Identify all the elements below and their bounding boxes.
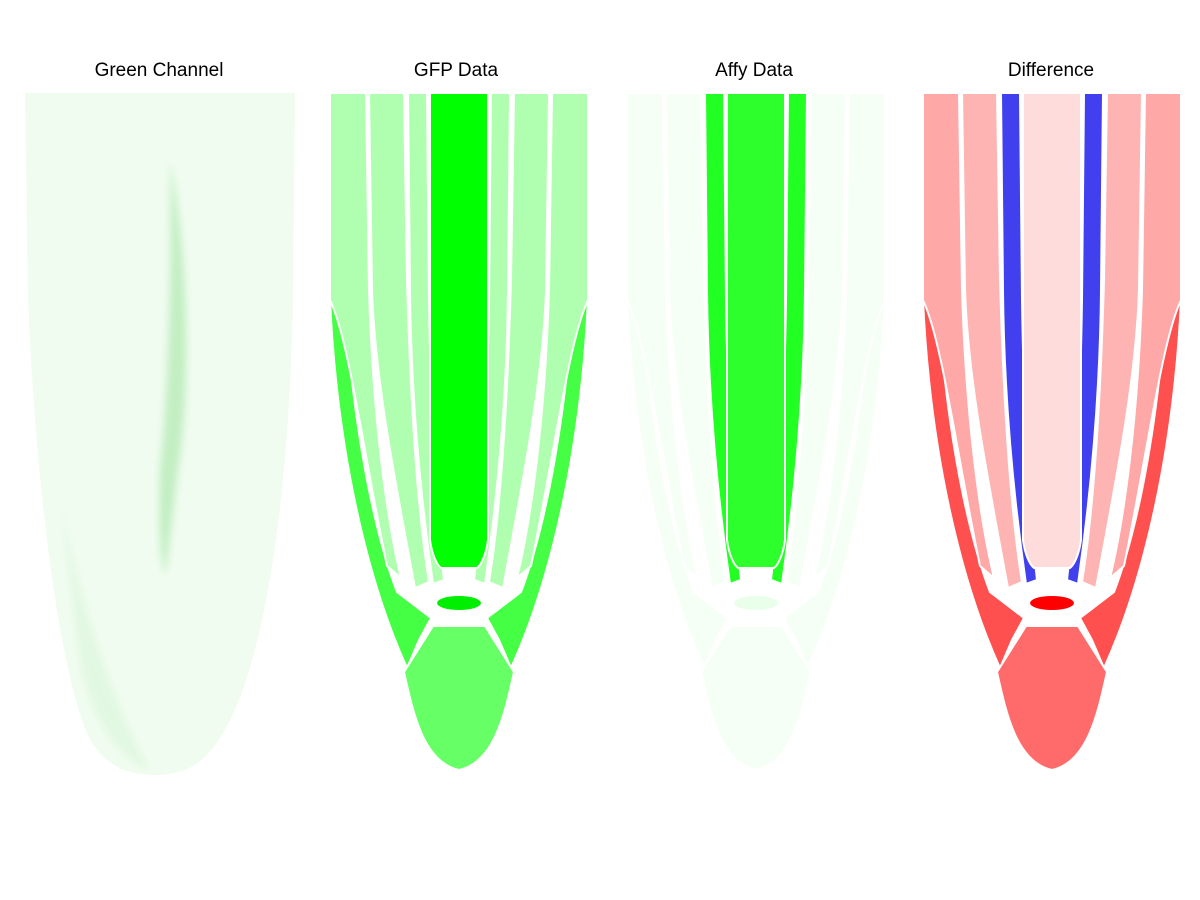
tissue-stele (1022, 92, 1082, 569)
root-diagram (922, 92, 1182, 772)
tissue-cortex (784, 92, 848, 590)
tissue-lateral (626, 299, 730, 671)
tissue-lateral (782, 299, 886, 671)
tissue-lateral (922, 299, 1026, 671)
panel-title: GFP Data (414, 60, 499, 81)
tissue-columella (995, 625, 1109, 772)
panel-title: Difference (1008, 60, 1094, 81)
root-diagram (329, 92, 589, 772)
tissue-cortex (367, 92, 431, 590)
quiescent-center (734, 596, 778, 610)
tissue-cortex (487, 92, 551, 590)
quiescent-center (437, 596, 481, 610)
tissue-columella (699, 625, 813, 772)
tissue-columella (402, 625, 516, 772)
panel-title: Green Channel (95, 60, 224, 81)
tissue-stele (429, 92, 489, 569)
tissue-cortex (960, 92, 1024, 590)
tissue-outer (329, 92, 403, 581)
tissue-outer (1108, 92, 1182, 581)
tissue-stele (726, 92, 786, 569)
tissue-lateral (485, 299, 589, 671)
tissue-outer (515, 92, 589, 581)
root-diagram (626, 92, 886, 772)
tissue-lateral (1078, 299, 1182, 671)
tissue-outer (922, 92, 996, 581)
tissue-outer (812, 92, 886, 581)
tissue-cortex (664, 92, 728, 590)
tissue-cortex (1080, 92, 1144, 590)
green-channel-image (25, 93, 295, 775)
tissue-lateral (329, 299, 433, 671)
tissue-outer (626, 92, 700, 581)
quiescent-center (1030, 596, 1074, 610)
panel-title: Affy Data (715, 60, 793, 81)
